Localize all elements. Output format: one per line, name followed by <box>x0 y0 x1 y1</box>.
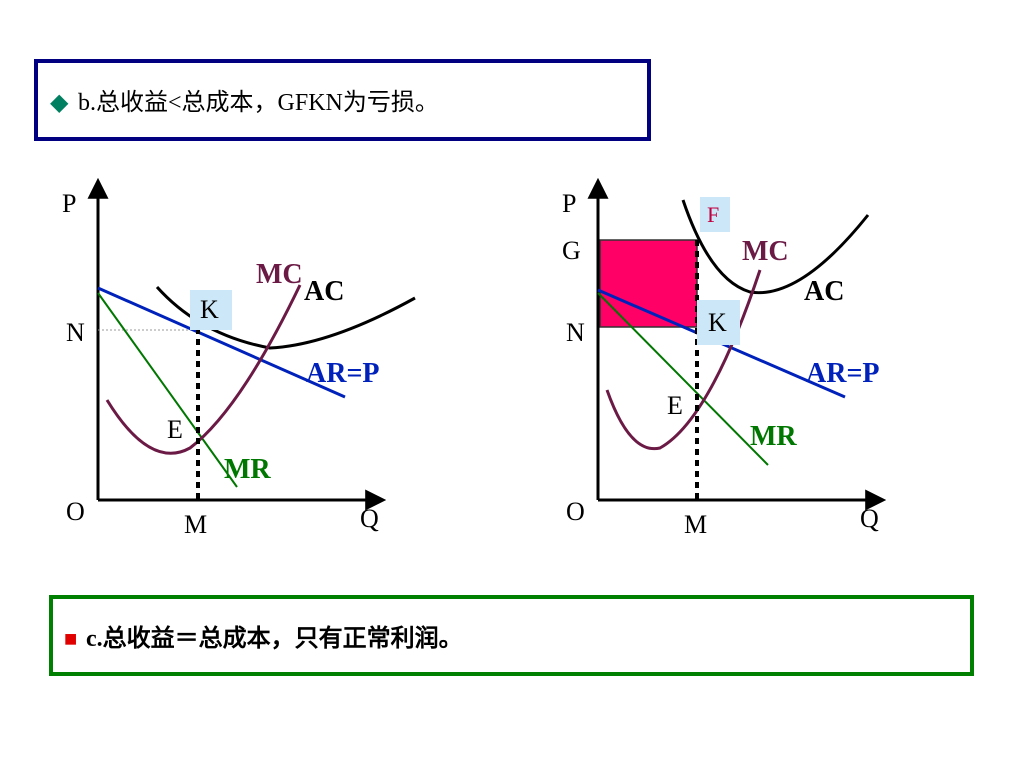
header-text: b.总收益<总成本，GFKN为亏损。 <box>78 89 439 116</box>
label-ac: AC <box>304 276 344 307</box>
label-n: N <box>566 318 585 347</box>
label-mc: MC <box>742 236 789 267</box>
label-n: N <box>66 318 85 347</box>
label-ar: AR=P <box>306 358 380 389</box>
label-q: Q <box>860 504 879 533</box>
footer-bullet: ■ <box>64 626 77 651</box>
label-k: K <box>708 308 727 337</box>
loss-area <box>599 239 698 328</box>
ar-curve <box>97 286 346 399</box>
label-mr: MR <box>224 454 271 485</box>
footer-text: c.总收益＝总成本，只有正常利润。 <box>86 624 463 652</box>
label-ac: AC <box>804 276 844 307</box>
label-mr: MR <box>750 421 797 452</box>
label-mc: MC <box>256 259 303 290</box>
ac-curve <box>681 199 870 295</box>
label-p: P <box>62 189 76 218</box>
f-box <box>700 197 730 232</box>
label-e: E <box>167 415 183 444</box>
k-box <box>190 290 232 330</box>
label-e: E <box>667 391 683 420</box>
label-p: P <box>562 189 576 218</box>
diagram-left: P N O M Q K MC AC AR=P E MR <box>62 177 416 539</box>
label-q: Q <box>360 504 379 533</box>
label-f: F <box>707 202 719 227</box>
mr-curve <box>97 292 238 488</box>
mr-curve <box>597 292 769 466</box>
k-box <box>697 300 740 345</box>
label-m: M <box>184 510 207 539</box>
ac-curve <box>155 285 416 350</box>
label-ar: AR=P <box>806 358 880 389</box>
header-box <box>34 59 651 141</box>
header-bullet: ◆ <box>50 90 69 116</box>
label-o: O <box>566 497 585 526</box>
label-g: G <box>562 236 581 265</box>
label-m: M <box>684 510 707 539</box>
label-k: K <box>200 295 219 324</box>
footer-box <box>49 595 974 676</box>
label-o: O <box>66 497 85 526</box>
diagram-right: P G F N O M Q K MC AC AR=P E MR <box>562 177 887 539</box>
